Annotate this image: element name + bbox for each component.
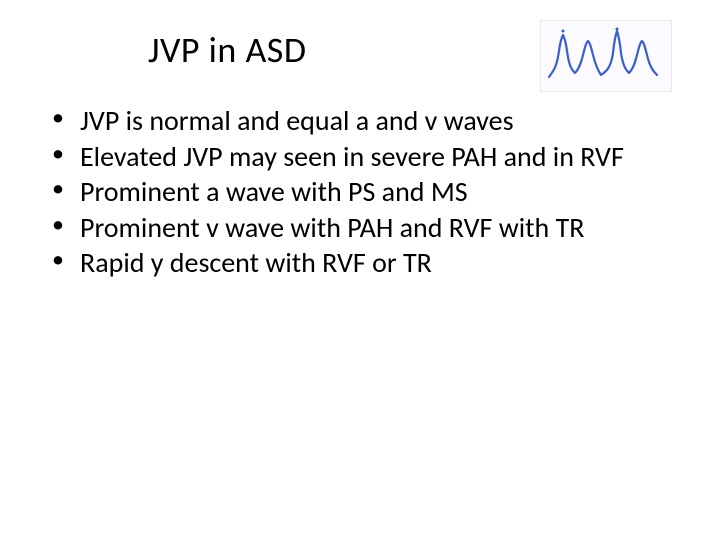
slide-container: JVP in ASD JVP is normal and equal a and… [0, 0, 720, 540]
bullet-list: JVP is normal and equal a and v waves El… [36, 104, 684, 280]
bullet-item: Rapid y descent with RVF or TR [52, 246, 684, 280]
bullet-item: Prominent a wave with PS and MS [52, 175, 684, 209]
bullet-item: Elevated JVP may seen in severe PAH and … [52, 140, 684, 174]
waveform-dots [563, 29, 617, 31]
waveform-svg [541, 21, 673, 93]
jvp-waveform-figure [540, 20, 672, 92]
bullet-item: JVP is normal and equal a and v waves [52, 104, 684, 138]
bullet-item: Prominent v wave with PAH and RVF with T… [52, 211, 684, 245]
waveform-path [549, 31, 657, 77]
